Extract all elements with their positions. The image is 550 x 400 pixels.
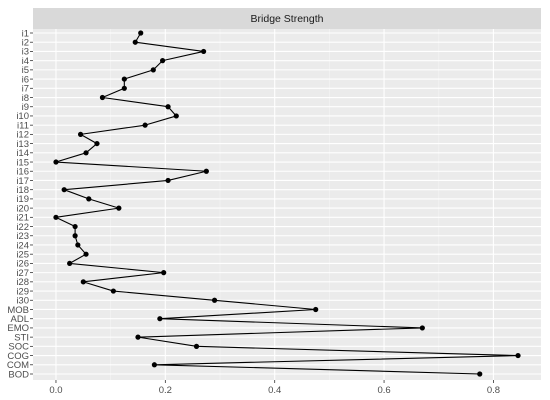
strip-background	[33, 8, 541, 29]
plot-panel	[33, 29, 541, 380]
y-tick-label: i8	[22, 93, 29, 104]
y-tick-label: i25	[16, 249, 29, 260]
y-tick-label: COM	[7, 360, 29, 371]
series-line	[55, 32, 519, 375]
y-tick-label: i15	[16, 157, 29, 168]
data-point-i16	[203, 168, 209, 174]
data-point-i24	[75, 242, 81, 248]
data-point-i29	[110, 288, 116, 294]
y-tick-label: i2	[22, 38, 29, 49]
x-tick-label: 0.8	[487, 385, 500, 396]
y-tick-label: i19	[16, 194, 29, 205]
data-point-i1	[138, 30, 144, 36]
x-tick-label: 0.2	[159, 385, 172, 396]
data-point-i30	[211, 297, 218, 303]
data-point-i28	[80, 279, 86, 285]
data-point-i17	[165, 177, 171, 184]
data-point-sti	[135, 334, 141, 340]
y-tick-label: i6	[22, 74, 29, 85]
y-tick-label: i28	[16, 277, 29, 288]
data-point-i8	[99, 94, 106, 101]
data-point-i7	[121, 85, 127, 91]
y-tick-label: i27	[16, 268, 29, 279]
data-point-i20	[116, 205, 122, 211]
data-point-adl	[157, 316, 163, 322]
data-point-com	[151, 362, 157, 368]
y-tick-label: SOC	[8, 342, 29, 353]
y-tick-label: i14	[16, 148, 29, 159]
data-point-i27	[161, 270, 167, 276]
y-tick-label: i9	[22, 102, 29, 113]
chart-title: Bridge Strength	[251, 13, 324, 25]
data-point-i12	[77, 131, 84, 137]
data-point-cog	[515, 352, 521, 359]
y-tick-label: i3	[22, 47, 29, 58]
data-point-i11	[142, 122, 148, 128]
data-point-i15	[53, 159, 59, 165]
x-tick-label: 0.0	[49, 385, 62, 396]
y-tick-label: i4	[22, 56, 29, 67]
data-point-i22	[72, 223, 78, 230]
data-point-i9	[165, 104, 171, 110]
y-tick-label: i5	[22, 65, 29, 76]
y-tick-label: i13	[16, 139, 29, 150]
y-tick-label: i7	[22, 84, 29, 95]
data-point-i13	[94, 140, 100, 147]
y-tick-label: i12	[16, 130, 29, 141]
data-point-i25	[83, 251, 89, 257]
y-tick-label: STI	[14, 332, 29, 343]
y-axis-ticks: i1i2i3i4i5i6i7i8i9i10i11i12i13i14i15i16i…	[7, 28, 33, 380]
data-point-i4	[159, 58, 166, 64]
y-tick-label: i24	[16, 240, 29, 251]
data-point-bod	[477, 371, 483, 377]
y-tick-label: i11	[17, 120, 29, 131]
data-point-i23	[72, 233, 78, 239]
data-point-i14	[83, 150, 89, 156]
y-tick-label: BOD	[8, 369, 29, 380]
y-tick-label: i30	[16, 296, 29, 307]
data-point-mob	[313, 306, 319, 313]
data-point-i6	[121, 76, 127, 82]
y-tick-label: i23	[16, 231, 29, 242]
y-tick-label: i18	[16, 185, 29, 196]
y-tick-label: ADL	[11, 314, 29, 325]
y-tick-label: i16	[16, 167, 29, 178]
data-point-emo	[419, 325, 425, 331]
x-tick-label: 0.6	[377, 385, 390, 396]
data-point-i19	[86, 196, 92, 202]
data-point-soc	[193, 343, 200, 349]
data-point-i2	[132, 39, 138, 45]
data-point-i5	[150, 67, 156, 73]
y-tick-label: i21	[16, 213, 29, 224]
y-tick-label: MOB	[7, 305, 29, 316]
x-tick-label: 0.4	[268, 385, 281, 396]
data-point-i21	[53, 214, 59, 220]
y-tick-label: i10	[16, 111, 29, 122]
bridge-strength-series	[53, 30, 521, 377]
data-point-i3	[201, 48, 207, 55]
y-tick-label: i17	[16, 176, 29, 187]
y-tick-label: i1	[22, 28, 29, 39]
y-tick-label: i20	[16, 203, 29, 214]
data-point-i18	[61, 187, 67, 193]
y-tick-label: EMO	[7, 323, 29, 334]
x-axis-ticks: 0.0 0.2 0.4 0.6 0.8	[49, 380, 500, 396]
data-point-i26	[67, 260, 73, 267]
grid-lines	[33, 29, 541, 380]
y-tick-label: i22	[16, 222, 29, 233]
y-tick-label: i29	[16, 286, 29, 297]
y-tick-label: i26	[16, 259, 29, 270]
data-point-i10	[173, 113, 179, 119]
y-tick-label: COG	[7, 351, 29, 362]
